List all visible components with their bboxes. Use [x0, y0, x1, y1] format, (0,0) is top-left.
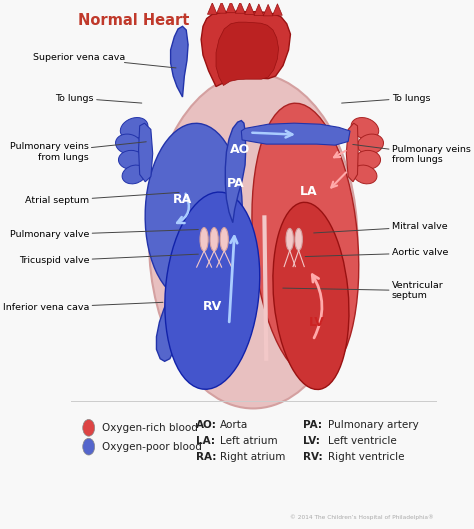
Circle shape: [83, 439, 95, 455]
Ellipse shape: [252, 103, 359, 379]
Polygon shape: [217, 2, 227, 13]
Text: Mitral valve: Mitral valve: [314, 222, 447, 233]
Text: Aortic valve: Aortic valve: [305, 249, 448, 258]
Text: RV: RV: [203, 300, 222, 313]
FancyArrowPatch shape: [252, 131, 292, 138]
Text: Right atrium: Right atrium: [220, 452, 285, 462]
Ellipse shape: [149, 74, 357, 408]
Text: PA: PA: [227, 177, 244, 190]
Polygon shape: [171, 26, 188, 97]
Polygon shape: [241, 123, 350, 145]
Ellipse shape: [220, 227, 228, 251]
FancyArrowPatch shape: [312, 275, 322, 338]
Text: Aorta: Aorta: [220, 420, 248, 430]
FancyArrowPatch shape: [334, 151, 346, 157]
Text: To lungs: To lungs: [342, 94, 430, 103]
Text: LV: LV: [310, 316, 325, 329]
Text: AO: AO: [230, 143, 250, 156]
Polygon shape: [226, 1, 236, 13]
Text: © 2014 The Children’s Hospital of Philadelphia®: © 2014 The Children’s Hospital of Philad…: [290, 514, 434, 520]
Text: Oxygen-poor blood: Oxygen-poor blood: [102, 442, 201, 452]
Text: AO:: AO:: [196, 420, 217, 430]
FancyArrowPatch shape: [331, 172, 346, 188]
Ellipse shape: [116, 134, 142, 154]
Polygon shape: [216, 22, 279, 86]
Polygon shape: [156, 296, 176, 361]
FancyArrowPatch shape: [229, 236, 237, 322]
Ellipse shape: [295, 229, 302, 250]
Text: Left ventricle: Left ventricle: [328, 436, 396, 446]
Text: RV:: RV:: [303, 452, 323, 462]
Ellipse shape: [273, 202, 349, 389]
Text: LV:: LV:: [303, 436, 320, 446]
Text: RA: RA: [173, 193, 192, 206]
Ellipse shape: [351, 117, 379, 139]
Ellipse shape: [145, 123, 242, 301]
Text: Pulmonary artery: Pulmonary artery: [328, 420, 419, 430]
Polygon shape: [138, 123, 153, 182]
Ellipse shape: [286, 229, 293, 250]
Text: Oxygen-rich blood: Oxygen-rich blood: [102, 423, 198, 433]
Polygon shape: [236, 2, 245, 13]
Ellipse shape: [357, 134, 383, 154]
Text: Ventricular
septum: Ventricular septum: [283, 281, 444, 300]
Ellipse shape: [118, 150, 144, 169]
Text: PA:: PA:: [303, 420, 322, 430]
Text: Left atrium: Left atrium: [220, 436, 277, 446]
Polygon shape: [346, 123, 358, 182]
Ellipse shape: [165, 192, 260, 389]
Polygon shape: [273, 4, 283, 15]
Text: Pulmonary veins
from lungs: Pulmonary veins from lungs: [353, 144, 471, 165]
Text: RA:: RA:: [196, 452, 216, 462]
Text: Normal Heart: Normal Heart: [78, 13, 190, 28]
Polygon shape: [208, 3, 217, 14]
Text: Inferior vena cava: Inferior vena cava: [3, 302, 163, 312]
Text: Superior vena cava: Superior vena cava: [33, 53, 176, 68]
Polygon shape: [245, 3, 255, 14]
Text: Right ventricle: Right ventricle: [328, 452, 404, 462]
Polygon shape: [201, 11, 291, 87]
Circle shape: [83, 419, 95, 436]
Ellipse shape: [210, 227, 218, 251]
Polygon shape: [225, 121, 246, 223]
Text: To lungs: To lungs: [55, 94, 142, 103]
Text: Atrial septum: Atrial septum: [25, 193, 179, 205]
Text: Pulmonary valve: Pulmonary valve: [10, 230, 198, 239]
Text: Tricuspid valve: Tricuspid valve: [19, 254, 198, 266]
Ellipse shape: [355, 150, 381, 169]
Ellipse shape: [200, 227, 208, 251]
Text: LA: LA: [300, 185, 317, 198]
Polygon shape: [263, 4, 273, 16]
Ellipse shape: [120, 117, 148, 139]
Text: Pulmonary veins
from lungs: Pulmonary veins from lungs: [10, 142, 146, 162]
FancyArrowPatch shape: [177, 194, 189, 223]
Polygon shape: [254, 4, 264, 15]
Ellipse shape: [122, 165, 146, 184]
Text: LA:: LA:: [196, 436, 215, 446]
Ellipse shape: [353, 165, 377, 184]
